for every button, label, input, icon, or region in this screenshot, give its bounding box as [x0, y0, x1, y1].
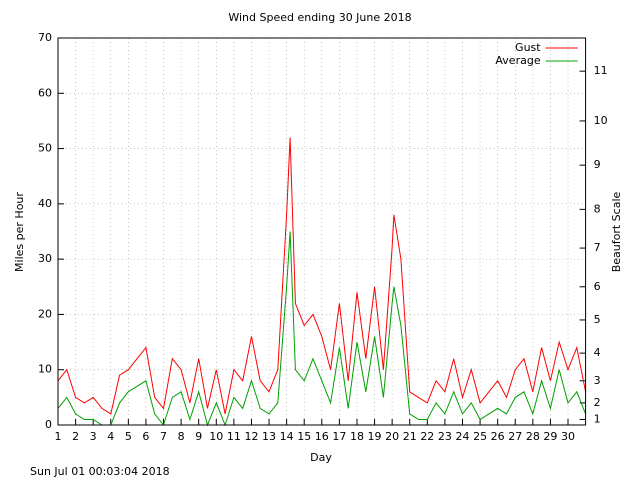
- y2-tick-label: 7: [594, 241, 601, 254]
- x-tick-label: 23: [438, 430, 452, 443]
- x-tick-label: 21: [403, 430, 417, 443]
- x-tick-label: 28: [526, 430, 540, 443]
- y2-tick-label: 4: [594, 346, 601, 359]
- x-tick-label: 17: [332, 430, 346, 443]
- y2-tick-label: 2: [594, 396, 601, 409]
- x-tick-label: 30: [561, 430, 575, 443]
- plot-border: [57, 37, 587, 426]
- legend-label: Average: [495, 54, 540, 67]
- x-tick-label: 2: [72, 430, 79, 443]
- y2-tick-label: 5: [594, 313, 601, 326]
- x-tick-label: 20: [385, 430, 399, 443]
- footer: Sun Jul 01 00:03:04 2018: [30, 465, 170, 478]
- y2-tick-label: 1: [594, 412, 601, 425]
- x-tick-label: 13: [262, 430, 276, 443]
- y-tick-label: 10: [38, 363, 52, 376]
- data-line: [57, 231, 587, 427]
- y-tick-label: 60: [38, 86, 52, 99]
- chart-title: Wind Speed ending 30 June 2018: [228, 11, 411, 24]
- x-tick-label: 14: [280, 430, 294, 443]
- x-tick-label: 18: [350, 430, 364, 443]
- x-tick-label: 4: [107, 430, 114, 443]
- x-tick-label: 9: [195, 430, 202, 443]
- x-tick-label: 7: [160, 430, 167, 443]
- x-tick-label: 3: [90, 430, 97, 443]
- y-tick-label: 40: [38, 197, 52, 210]
- x-tick-label: 16: [315, 430, 329, 443]
- y2-tick-label: 3: [594, 374, 601, 387]
- x-tick-label: 5: [125, 430, 132, 443]
- y-tick-label: 0: [45, 418, 52, 431]
- y2-tick-label: 8: [594, 202, 601, 215]
- x-tick-label: 1: [55, 430, 62, 443]
- x-tick-label: 15: [297, 430, 311, 443]
- y2-tick-label: 9: [594, 158, 601, 171]
- x-tick-label: 19: [368, 430, 382, 443]
- x-tick-label: 8: [178, 430, 185, 443]
- y-axis-label: Miles per Hour: [13, 192, 26, 272]
- y-tick-label: 50: [38, 142, 52, 155]
- x-tick-label: 6: [142, 430, 149, 443]
- y-tick-label: 30: [38, 252, 52, 265]
- x-tick-label: 11: [227, 430, 241, 443]
- y2-axis-label: Beaufort Scale: [610, 191, 623, 272]
- x-tick-label: 25: [473, 430, 487, 443]
- x-tick-label: 27: [508, 430, 522, 443]
- legend-label: Gust: [515, 41, 541, 54]
- x-tick-label: 10: [209, 430, 223, 443]
- x-axis-label: Day: [310, 451, 332, 464]
- x-tick-label: 29: [543, 430, 557, 443]
- y2-tick-label: 11: [594, 64, 608, 77]
- y2-tick-label: 10: [594, 114, 608, 127]
- data-line: [57, 137, 587, 415]
- y-tick-label: 20: [38, 307, 52, 320]
- x-tick-label: 26: [491, 430, 505, 443]
- x-tick-label: 12: [244, 430, 258, 443]
- x-tick-label: 24: [455, 430, 469, 443]
- x-tick-label: 22: [420, 430, 434, 443]
- y-tick-label: 70: [38, 31, 52, 44]
- y2-tick-label: 6: [594, 280, 601, 293]
